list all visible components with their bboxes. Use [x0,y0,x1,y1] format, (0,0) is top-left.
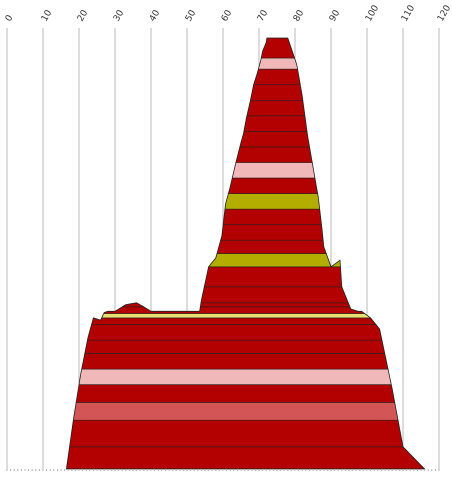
baseline-minor-ticks [6,469,440,471]
tick-label-20: 20 [76,8,91,23]
x-axis-tick-labels: 0 10 20 30 40 50 60 70 80 90 100 110 120 [4,3,452,23]
band-3-red [66,384,425,403]
band-8-red [66,317,425,325]
band-1-red [66,419,425,448]
band-12-red [66,286,425,304]
tick-label-0: 0 [4,13,16,23]
band-13-red [66,266,425,288]
band-0-red [66,446,425,469]
tick-label-10: 10 [40,8,55,23]
profile-outline [65,37,426,470]
tick-label-120: 120 [436,3,452,23]
tick-label-70: 70 [256,8,271,23]
tick-label-110: 110 [400,3,417,23]
band-9-yellow [66,313,425,319]
band-6-red [66,339,425,354]
band-4-pink [66,368,425,385]
band-2-salmon [66,402,425,421]
tick-label-40: 40 [148,8,163,23]
band-10-red [66,306,425,314]
tick-label-90: 90 [328,8,343,23]
tick-label-60: 60 [220,8,235,23]
tick-label-50: 50 [184,8,199,23]
band-5-red [66,353,425,370]
band-7-red [66,324,425,341]
band-11-red [66,302,425,308]
band-14-olive [66,253,425,268]
tick-label-30: 30 [112,8,127,23]
band-15-red [66,239,425,254]
tick-label-80: 80 [292,8,307,23]
tick-label-100: 100 [364,3,381,23]
